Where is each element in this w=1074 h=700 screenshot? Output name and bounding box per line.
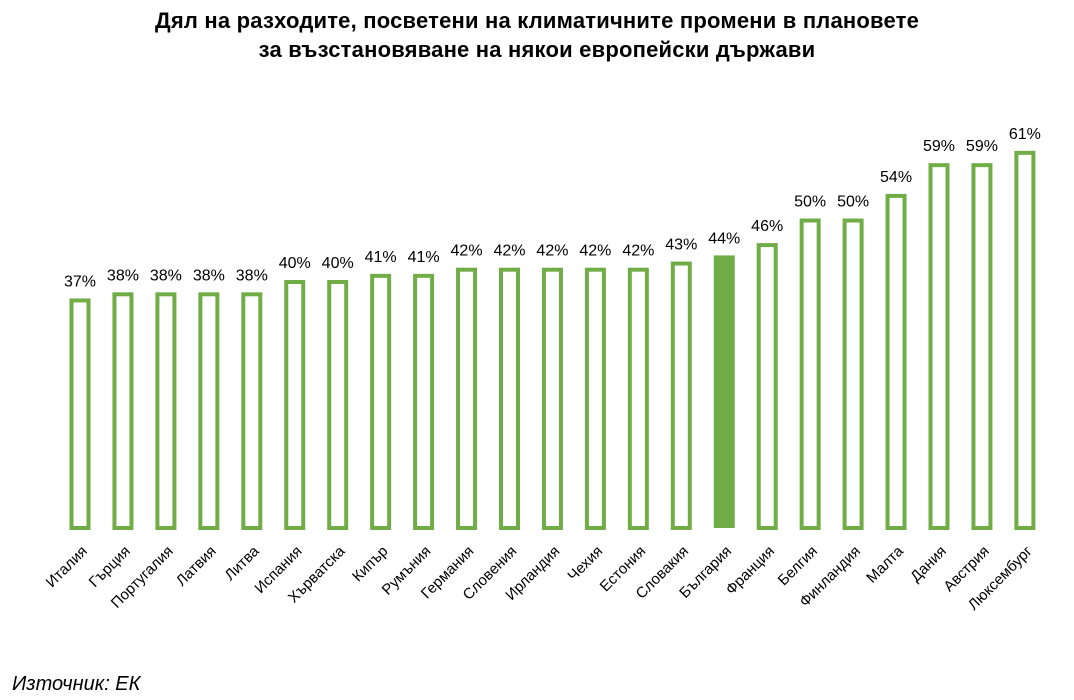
data-label-4: 38% (193, 267, 225, 284)
data-label-3: 38% (150, 267, 182, 284)
bar-17 (756, 243, 778, 530)
bar-8 (370, 273, 392, 530)
data-label-14: 42% (622, 243, 654, 260)
bar-20 (885, 193, 907, 530)
data-label-11: 42% (493, 243, 525, 260)
data-label-18: 50% (794, 194, 826, 211)
data-label-17: 46% (751, 218, 783, 235)
data-label-13: 42% (579, 243, 611, 260)
bar-10 (456, 267, 478, 530)
bar-6 (284, 280, 306, 530)
chart-title-line-2: за възстановяване на някои европейски дъ… (258, 37, 816, 62)
category-label-13: Чехия (564, 543, 606, 585)
bar-3 (155, 292, 177, 530)
bar-14 (627, 267, 649, 530)
chart-title: Дял на разходите, посветени на климатичн… (0, 6, 1074, 64)
bar-16 (713, 255, 735, 528)
bar-15 (670, 261, 692, 530)
category-label-5: Литва (221, 542, 263, 584)
data-label-9: 41% (408, 249, 440, 266)
data-label-21: 59% (923, 138, 955, 155)
data-label-6: 40% (279, 255, 311, 272)
source-note: Източник: ЕК (12, 673, 141, 695)
data-label-8: 41% (365, 249, 397, 266)
data-label-7: 40% (322, 255, 354, 272)
data-label-2: 38% (107, 267, 139, 284)
bar-21 (928, 163, 950, 530)
bar-1 (69, 298, 91, 531)
bar-5 (241, 292, 263, 530)
chart-title-line-1: Дял на разходите, посветени на климатичн… (154, 8, 920, 33)
data-label-20: 54% (880, 169, 912, 186)
data-label-15: 43% (665, 237, 697, 254)
bar-23 (1014, 150, 1036, 530)
data-label-5: 38% (236, 267, 268, 284)
bar-13 (584, 267, 606, 530)
data-label-19: 50% (837, 194, 869, 211)
bar-11 (499, 267, 520, 530)
data-label-23: 61% (1009, 126, 1041, 143)
bar-2 (112, 292, 134, 530)
data-label-10: 42% (451, 243, 483, 260)
data-label-22: 59% (966, 138, 998, 155)
bar-19 (842, 218, 864, 530)
category-label-20: Малта (863, 542, 907, 586)
bar-12 (541, 267, 563, 530)
bar-7 (327, 280, 349, 530)
bar-22 (971, 163, 993, 530)
data-label-16: 44% (708, 230, 740, 247)
bar-4 (198, 292, 220, 530)
bar-9 (413, 273, 435, 530)
category-label-1: Италия (43, 543, 91, 591)
data-label-12: 42% (536, 243, 568, 260)
data-label-1: 37% (64, 273, 96, 290)
bar-18 (799, 218, 821, 530)
category-label-4: Латвия (173, 543, 220, 590)
